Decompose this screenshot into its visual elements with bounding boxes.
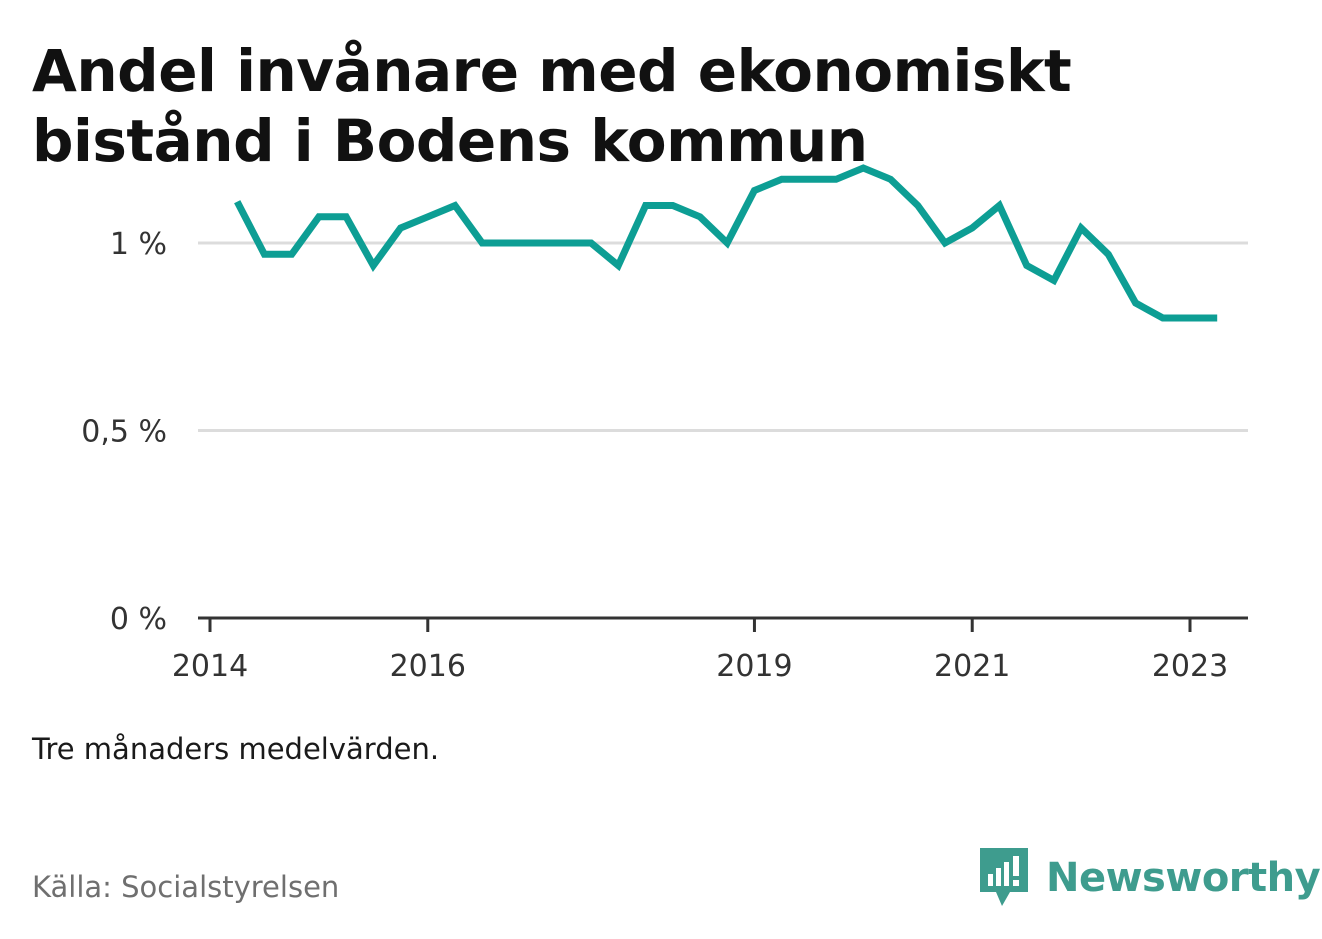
newsworthy-logo-icon (980, 848, 1028, 906)
brand-name: Newsworthy (1046, 855, 1321, 901)
series-line (234, 164, 1218, 322)
y-tick-label: 1 % (110, 227, 167, 262)
x-tick-label: 2019 (716, 649, 792, 684)
y-tick-label: 0,5 % (81, 415, 167, 450)
brand-logo[interactable]: Newsworthy (980, 848, 1321, 908)
x-tick-label: 2014 (172, 649, 248, 684)
line-chart: 0 % 0,5 % 1 % 2014 2016 2019 2021 2023 (81, 164, 1248, 684)
x-tick-label: 2021 (934, 649, 1010, 684)
grid-lines: 0 % 0,5 % 1 % (81, 227, 1248, 637)
x-tick-label: 2016 (390, 649, 466, 684)
source-credit: Källa: Socialstyrelsen (32, 870, 340, 904)
series-layer (234, 164, 1218, 322)
x-tick-label: 2023 (1152, 649, 1228, 684)
chart-note: Tre månaders medelvärden. (32, 732, 440, 766)
x-axis: 2014 2016 2019 2021 2023 (172, 616, 1248, 684)
chart-title: Andel invånare med ekonomiskt bistånd i … (32, 37, 1072, 175)
y-tick-label: 0 % (110, 602, 167, 637)
